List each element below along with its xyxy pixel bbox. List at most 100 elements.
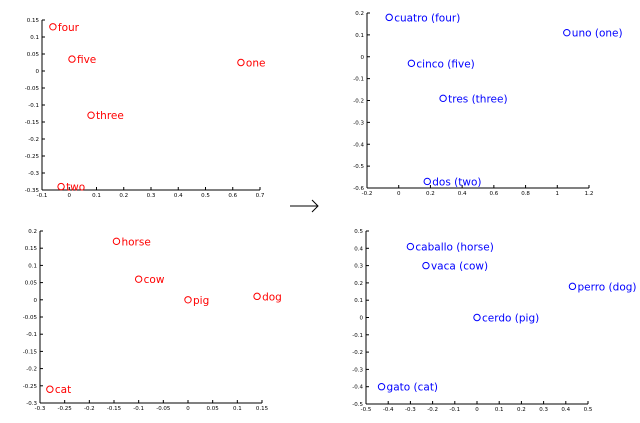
x-tick-label: 0.05 [207, 406, 220, 412]
y-tick-label: -0.3 [28, 171, 39, 177]
data-point [134, 275, 143, 283]
y-tick-label: 0.05 [25, 281, 38, 287]
y-tick-label: 0.2 [28, 229, 37, 235]
x-tick-label: 0.1 [92, 193, 101, 199]
x-tick-label: 0.2 [119, 193, 128, 199]
y-tick-label: -0.1 [28, 103, 39, 109]
x-tick-label: 0.8 [521, 191, 530, 197]
y-tick-label: -0.25 [23, 384, 38, 390]
y-tick-label: 0.15 [27, 18, 40, 24]
data-point-label: uno (one) [572, 28, 623, 40]
data-point-label: five [77, 54, 96, 66]
data-point-label: cinco (five) [416, 58, 474, 70]
x-tick-label: 0.2 [517, 407, 526, 413]
y-tick-label: -0.1 [26, 332, 37, 338]
x-tick-label: 0.7 [256, 193, 265, 199]
x-tick-label: 0.4 [174, 193, 183, 199]
data-point [237, 58, 245, 67]
panel-numbers-english: -0.1 0 0.1 0.2 0.3 0.4 0.5 0.6 0.7 -0.35 -0.3 -0.25… [25, 18, 266, 199]
y-tick-label: 0.15 [25, 246, 38, 252]
data-point [407, 59, 416, 68]
data-point [422, 261, 430, 270]
panel-numbers-spanish: -0.2 0 0.2 0.4 0.6 0.8 1 1.2 -0.6 -0.5 -0.4 -0.3 -0.… [353, 11, 622, 197]
y-tick-label: -0.1 [353, 77, 364, 83]
y-tick-label: 0.4 [354, 246, 363, 252]
y-tick-label: -0.4 [352, 385, 363, 391]
y-tick-label: 0.2 [355, 11, 364, 17]
panel-animals-spanish: -0.5 -0.4 -0.3 -0.2 -0.1 0 0.1 0.2 0.3 0.4 0.5 -0.5… [352, 229, 636, 413]
data-point [68, 55, 76, 63]
data-point [46, 385, 54, 393]
x-tick-label: 0 [186, 406, 190, 412]
data-point [57, 182, 65, 191]
data-point-label: pig [193, 295, 209, 307]
x-tick-label: 0.3 [539, 407, 548, 413]
data-point-label: cuatro (four) [394, 12, 460, 24]
y-tick-label: 0.05 [27, 52, 40, 58]
x-tick-label: 0.1 [233, 406, 242, 412]
x-tick-label: -0.5 [361, 407, 372, 413]
data-point-label: caballo (horse) [415, 242, 493, 254]
x-tick-label: -0.25 [58, 406, 73, 412]
y-tick-label: -0.1 [352, 333, 363, 339]
data-point [87, 111, 95, 119]
data-point-label: tres (three) [448, 93, 507, 105]
x-tick-label: -0.1 [37, 193, 48, 199]
y-tick-label: -0.5 [352, 402, 363, 408]
x-tick-label: -0.15 [107, 406, 122, 412]
y-tick-label: -0.2 [352, 350, 363, 356]
data-point-label: dos (two) [432, 176, 481, 188]
x-tick-label: 0.3 [147, 193, 156, 199]
y-tick-label: 0.1 [355, 33, 364, 39]
data-point-label: vaca (cow) [431, 261, 488, 273]
data-point-label: two [66, 182, 85, 194]
y-tick-label: -0.3 [26, 401, 37, 407]
x-tick-label: -0.3 [35, 406, 46, 412]
x-tick-label: 0 [397, 191, 401, 197]
y-tick-label: 0.3 [354, 264, 363, 270]
x-tick-label: 0.1 [495, 407, 504, 413]
x-tick-label: -0.05 [156, 406, 171, 412]
x-tick-label: 1.2 [585, 191, 594, 197]
data-point [385, 13, 393, 22]
data-point-label: three [96, 110, 124, 122]
data-point-label: cow [144, 274, 165, 286]
data-point [439, 94, 447, 103]
data-point [406, 242, 415, 251]
y-tick-label: 0.1 [28, 263, 37, 269]
y-tick-label: -0.3 [353, 120, 364, 126]
data-point [49, 23, 57, 31]
data-point-label: one [246, 58, 266, 70]
y-tick-label: -0.3 [352, 367, 363, 373]
x-tick-label: 0.4 [458, 191, 467, 197]
arrow-head [311, 199, 319, 213]
y-tick-label: -0.35 [25, 188, 40, 194]
data-point [563, 28, 571, 37]
x-tick-label: -0.1 [133, 406, 144, 412]
data-point [568, 282, 577, 291]
y-tick-label: 0 [361, 55, 365, 61]
x-tick-label: 0 [475, 407, 479, 413]
data-point-label: horse [121, 236, 150, 248]
y-tick-label: -0.2 [26, 367, 37, 373]
x-tick-label: 0.6 [489, 191, 498, 197]
x-tick-label: 0.5 [584, 407, 593, 413]
data-point-label: gato (cat) [387, 382, 439, 394]
y-tick-label: 0 [36, 69, 40, 75]
x-tick-label: 1 [556, 191, 560, 197]
y-tick-label: -0.2 [353, 99, 364, 105]
data-point [112, 237, 121, 246]
x-tick-label: -0.3 [405, 407, 416, 413]
x-tick-label: -0.2 [84, 406, 95, 412]
data-point-label: four [58, 22, 80, 34]
y-tick-label: 0 [34, 298, 38, 304]
data-point-label: perro (dog) [577, 281, 636, 293]
data-point-label: dog [262, 291, 282, 303]
y-tick-label: -0.15 [25, 120, 40, 126]
y-tick-label: 0.5 [354, 229, 363, 235]
x-tick-label: -0.2 [427, 407, 438, 413]
y-tick-label: -0.25 [25, 154, 40, 160]
y-tick-label: -0.4 [353, 142, 364, 148]
y-tick-label: -0.2 [28, 137, 39, 143]
